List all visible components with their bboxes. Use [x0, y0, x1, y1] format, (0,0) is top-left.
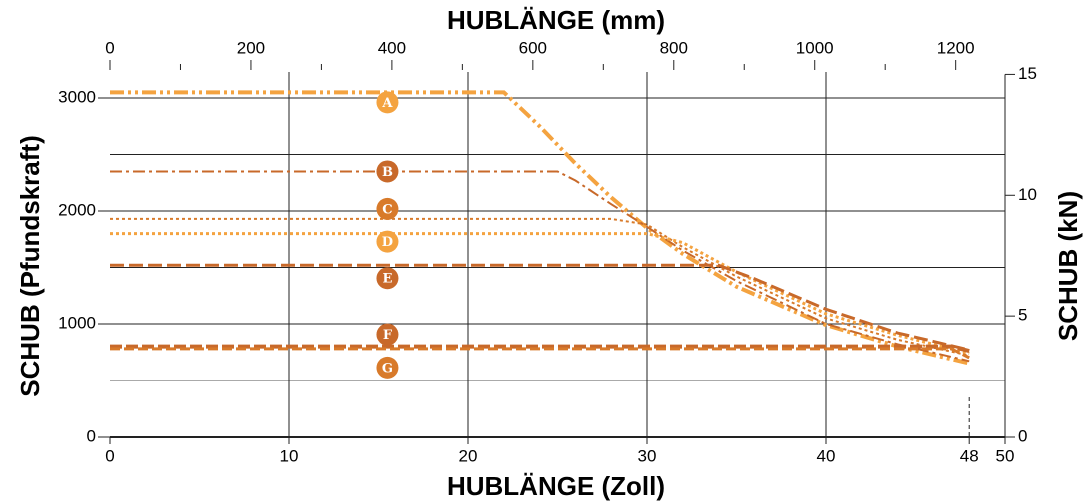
x-tick-label: 40	[817, 446, 836, 465]
legend-marker	[376, 356, 399, 379]
series-line	[110, 263, 970, 352]
x-tick-label: 50	[996, 446, 1015, 465]
x2-tick-label: 1200	[937, 38, 975, 57]
x-tick-label: 20	[459, 446, 478, 465]
series-line	[110, 347, 970, 360]
left-axis-title: SCHUB (Pfundskraft)	[15, 135, 45, 396]
y-tick-label: 3000	[58, 87, 96, 106]
y2-tick-label: 0	[1018, 426, 1027, 445]
y2-tick-label: 10	[1018, 185, 1037, 204]
bottom-axis-title: HUBLÄNGE (Zoll)	[447, 471, 665, 501]
legend-label: A	[381, 96, 393, 111]
series-line	[110, 232, 970, 355]
legend-marker	[376, 197, 399, 220]
legend-label: B	[382, 165, 393, 180]
y2-tick-label: 15	[1018, 64, 1037, 83]
legend-label: F	[383, 328, 393, 343]
right-axis-title: SCHUB (kN)	[1053, 191, 1083, 341]
legend-label: C	[382, 202, 392, 217]
top-axis-title: HUBLÄNGE (mm)	[447, 5, 665, 35]
legend-marker	[376, 230, 399, 253]
x2-tick-label: 800	[660, 38, 688, 57]
legend-label: E	[382, 272, 392, 287]
x2-tick-label: 200	[237, 38, 265, 57]
x2-tick-label: 400	[378, 38, 406, 57]
legend-marker	[376, 267, 399, 290]
y-tick-label: 0	[87, 426, 96, 445]
series-line	[110, 217, 970, 357]
legend-marker	[376, 91, 399, 114]
x-tick-label: 0	[105, 446, 114, 465]
x-tick-label: 10	[280, 446, 299, 465]
y2-tick-label: 5	[1018, 306, 1027, 325]
x-tick-label: 48	[960, 446, 979, 465]
x2-tick-label: 1000	[796, 38, 834, 57]
legend-marker	[376, 160, 399, 183]
legend-marker	[376, 323, 399, 346]
x2-tick-label: 0	[105, 38, 114, 57]
y-tick-label: 1000	[58, 313, 96, 332]
legend-label: G	[382, 361, 393, 376]
series-line	[110, 344, 970, 354]
x-tick-label: 30	[638, 446, 657, 465]
series-line	[110, 90, 970, 366]
legend-label: D	[382, 235, 393, 250]
x2-tick-label: 600	[519, 38, 547, 57]
y-tick-label: 2000	[58, 200, 96, 219]
